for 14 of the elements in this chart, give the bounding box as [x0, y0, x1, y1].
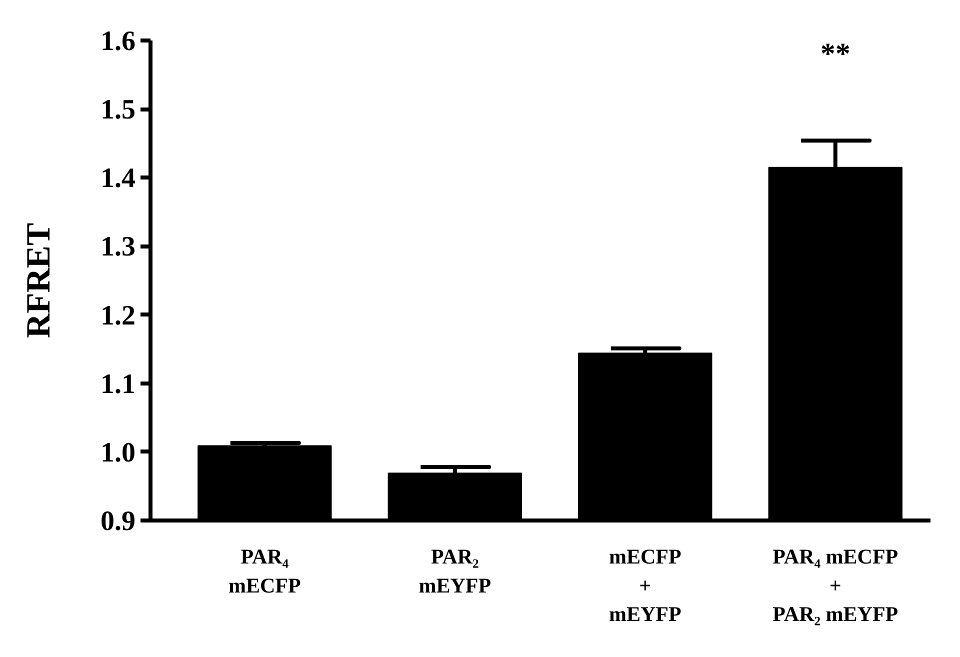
y-tick-label: 0.9	[100, 506, 136, 537]
y-tick-label: 1.4	[100, 163, 136, 194]
y-tick-label: 1.3	[100, 232, 136, 263]
y-tick-label: 1.6	[100, 26, 136, 57]
x-tick-label: mECFP + mEYFP	[608, 544, 682, 626]
annotation: **	[820, 38, 850, 71]
y-tick-label: 1.2	[100, 300, 136, 332]
y-tick-label: 1.5	[100, 94, 136, 126]
y-axis-title: RFRET	[20, 222, 58, 338]
x-tick-label: PAR₂ mEYFP	[418, 544, 492, 598]
x-tick-label: PAR₄ mECFP	[228, 544, 301, 598]
x-tick-label: PAR₄ mECFP + PAR₂ mEYFP	[772, 544, 898, 626]
y-tick-label: 1.0	[100, 437, 136, 468]
y-tick-label: 1.1	[100, 368, 136, 400]
